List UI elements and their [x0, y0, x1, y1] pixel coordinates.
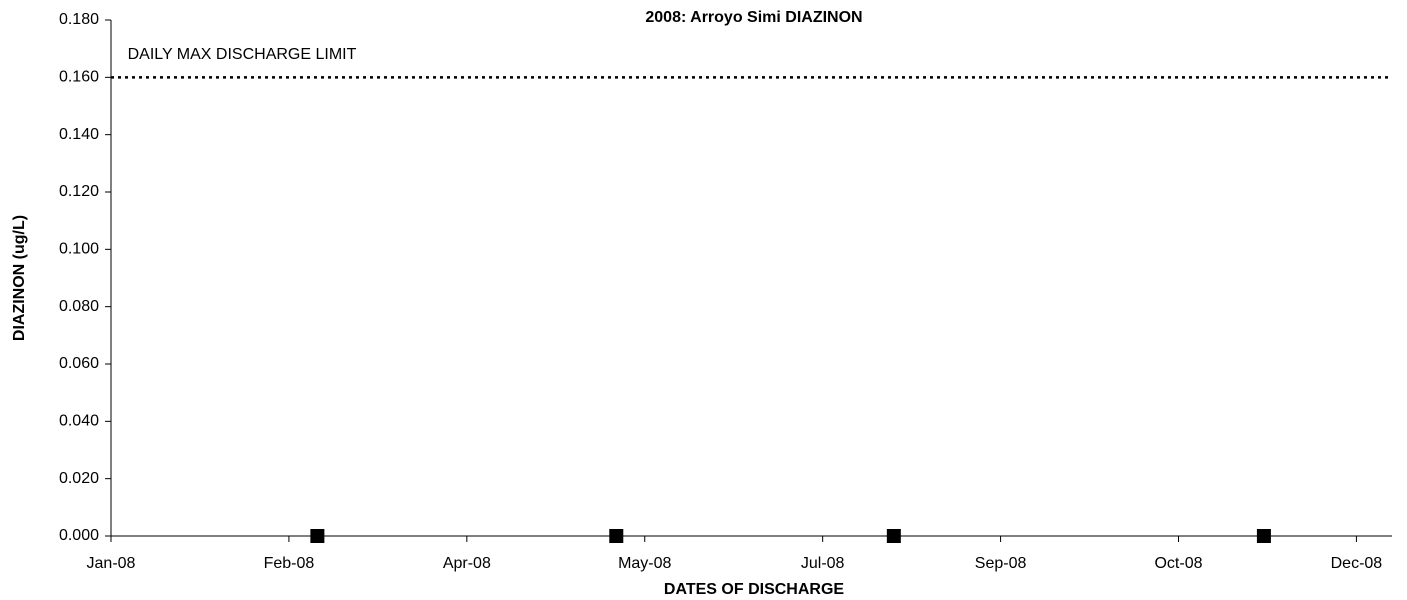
y-tick-label: 0.100 [59, 241, 99, 258]
y-tick-label: 0.120 [59, 183, 99, 200]
chart-title: 2008: Arroyo Simi DIAZINON [645, 9, 862, 26]
y-tick-label: 0.060 [59, 355, 99, 372]
x-tick-label: Apr-08 [443, 555, 491, 572]
y-tick-label: 0.020 [59, 470, 99, 487]
x-tick-label: Feb-08 [264, 555, 315, 572]
y-tick-label: 0.080 [59, 298, 99, 315]
x-tick-label: Sep-08 [975, 555, 1027, 572]
y-tick-label: 0.140 [59, 126, 99, 143]
marker [886, 529, 901, 543]
x-axis-label: DATES OF DISCHARGE [664, 581, 844, 598]
x-tick-label: Oct-08 [1154, 555, 1202, 572]
x-tick-label: Dec-08 [1331, 555, 1383, 572]
y-axis-label: DIAZINON (ug/L) [11, 215, 28, 341]
x-tick-label: Jul-08 [801, 555, 845, 572]
marker [1256, 529, 1271, 543]
y-tick-label: 0.180 [59, 11, 99, 28]
y-tick-label: 0.000 [59, 527, 99, 544]
y-tick-label: 0.040 [59, 413, 99, 430]
x-tick-label: May-08 [618, 555, 671, 572]
y-tick-label: 0.160 [59, 69, 99, 86]
marker [609, 529, 624, 543]
marker [310, 529, 325, 543]
reference-label: DAILY MAX DISCHARGE LIMIT [127, 46, 357, 64]
x-tick-label: Jan-08 [87, 555, 136, 572]
